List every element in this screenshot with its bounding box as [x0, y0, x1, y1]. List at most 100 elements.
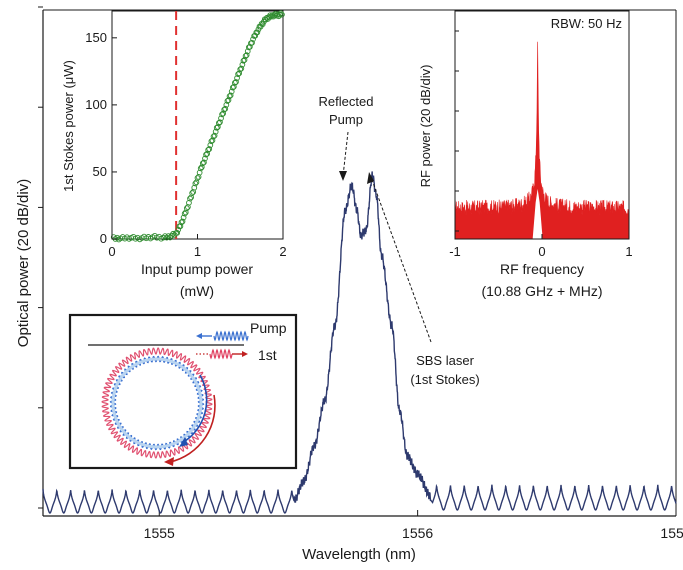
- stokes-output-arrowhead: [242, 351, 248, 357]
- stokes-point: [217, 119, 223, 126]
- main-x-tick-label: 1556: [402, 525, 433, 541]
- stokes-point: [278, 10, 284, 17]
- rf-x-tick-label: 0: [538, 244, 545, 259]
- stokes-point: [268, 13, 275, 20]
- stokes-point: [163, 234, 170, 241]
- main-y-label: Optical power (20 dB/div): [15, 179, 32, 347]
- sbs-laser-label-line1: SBS laser: [416, 353, 474, 368]
- stokes-point: [201, 159, 207, 166]
- rf-y-label: RF power (20 dB/div): [418, 65, 433, 188]
- stokes-point: [237, 66, 244, 73]
- stokes-x-label-line1: Input pump power: [141, 261, 253, 277]
- stokes-point: [232, 79, 238, 86]
- stokes-point: [222, 105, 229, 112]
- stokes-point: [202, 155, 208, 162]
- stokes-point: [199, 160, 206, 167]
- rf-ticks: [454, 30, 630, 239]
- stokes-point: [187, 195, 193, 202]
- stokes-point: [259, 21, 266, 28]
- stokes-point: [181, 210, 188, 217]
- rbw-annotation: RBW: 50 Hz: [551, 16, 622, 31]
- stokes-point: [276, 11, 283, 18]
- stokes-point: [197, 165, 204, 172]
- stokes-point: [110, 234, 117, 240]
- main-ticks: [38, 6, 677, 516]
- stokes-point: [223, 102, 230, 108]
- stokes-point: [180, 214, 187, 221]
- rf-center-notch: [532, 188, 543, 239]
- stokes-point: [221, 106, 228, 113]
- main-chart: 1555 1556 1557 Wavelength (nm) Optical pow…: [15, 6, 683, 563]
- stokes-point: [170, 230, 176, 237]
- stokes-point: [208, 138, 215, 145]
- rf-x-tick-label: -1: [449, 244, 461, 259]
- stokes-point: [165, 233, 172, 239]
- stokes-point: [224, 98, 231, 104]
- stokes-y-tick-label: 0: [100, 231, 107, 246]
- stokes-point: [218, 115, 224, 122]
- stokes-point: [239, 61, 246, 68]
- stokes-point: [249, 39, 255, 46]
- stokes-point: [194, 175, 201, 181]
- stokes-point: [216, 120, 222, 126]
- stokes-point: [179, 218, 186, 225]
- stokes-point: [211, 132, 218, 139]
- stokes-circulation-arrow: [169, 394, 216, 463]
- sbs-laser-arrow: [371, 179, 432, 343]
- stokes-output-wave: [209, 348, 233, 360]
- sbs-laser-label-line2: (1st Stokes): [410, 372, 479, 387]
- stokes-point: [212, 128, 219, 135]
- stokes-point: [254, 29, 261, 36]
- stokes-point: [213, 124, 220, 131]
- reflected-pump-arrowhead: [339, 171, 347, 181]
- stokes-point: [205, 147, 212, 153]
- stokes-point: [226, 93, 233, 100]
- stokes-point: [160, 234, 167, 241]
- main-x-tick-label: 1557: [660, 525, 683, 541]
- stokes-point: [244, 48, 251, 55]
- stokes-ring-wave: [101, 347, 213, 459]
- rf-x-label-line2: (10.88 GHz + MHz): [482, 283, 603, 299]
- stokes-point: [279, 11, 285, 18]
- stokes-point: [220, 110, 227, 117]
- pump-input-arrowhead: [196, 333, 202, 339]
- stokes-point: [204, 150, 210, 157]
- stokes-y-tick-label: 150: [85, 30, 107, 45]
- stokes-x-tick-label: 1: [194, 244, 201, 259]
- reflected-pump-arrow: [342, 131, 349, 177]
- stokes-point: [241, 57, 248, 63]
- stokes-tick-labels: 0 1 2 0 50 100 150: [85, 30, 286, 259]
- optical-spectrum-line: [42, 171, 677, 514]
- stokes-point: [207, 142, 214, 148]
- stokes-circulation-arrowhead: [164, 457, 174, 466]
- stokes-point: [206, 146, 213, 152]
- inset-rf-chart: -1 0 1 RBW: 50 Hz RF frequency (10.88 GHz …: [418, 10, 633, 299]
- stokes-point: [233, 79, 239, 85]
- pump-label: Pump: [250, 320, 287, 336]
- stokes-point: [219, 111, 225, 118]
- stokes-points: [110, 10, 285, 243]
- pump-circulation-arrow: [181, 374, 208, 444]
- stokes-point: [236, 70, 243, 77]
- stokes-point: [203, 151, 209, 158]
- pump-input-wave: [213, 330, 249, 342]
- ring-core: [111, 357, 203, 449]
- rf-tick-labels: -1 0 1: [449, 244, 632, 259]
- stokes-point: [177, 223, 184, 230]
- stokes-point: [242, 53, 249, 59]
- stokes-point: [238, 65, 245, 72]
- stokes-point: [198, 164, 205, 171]
- stokes-y-tick-label: 100: [85, 97, 107, 112]
- stokes-point: [267, 12, 274, 19]
- stokes-point: [229, 84, 236, 91]
- stokes-point: [114, 234, 120, 241]
- sbs-laser-arrowhead: [367, 172, 374, 184]
- stokes-point: [243, 52, 250, 58]
- stokes-point: [214, 124, 221, 130]
- main-tick-labels: 1555 1556 1557: [144, 525, 683, 541]
- stokes-point: [174, 229, 181, 236]
- inset-stokes-bg: [112, 11, 283, 239]
- stokes-x-tick-label: 0: [108, 244, 115, 259]
- stokes-point: [178, 219, 185, 226]
